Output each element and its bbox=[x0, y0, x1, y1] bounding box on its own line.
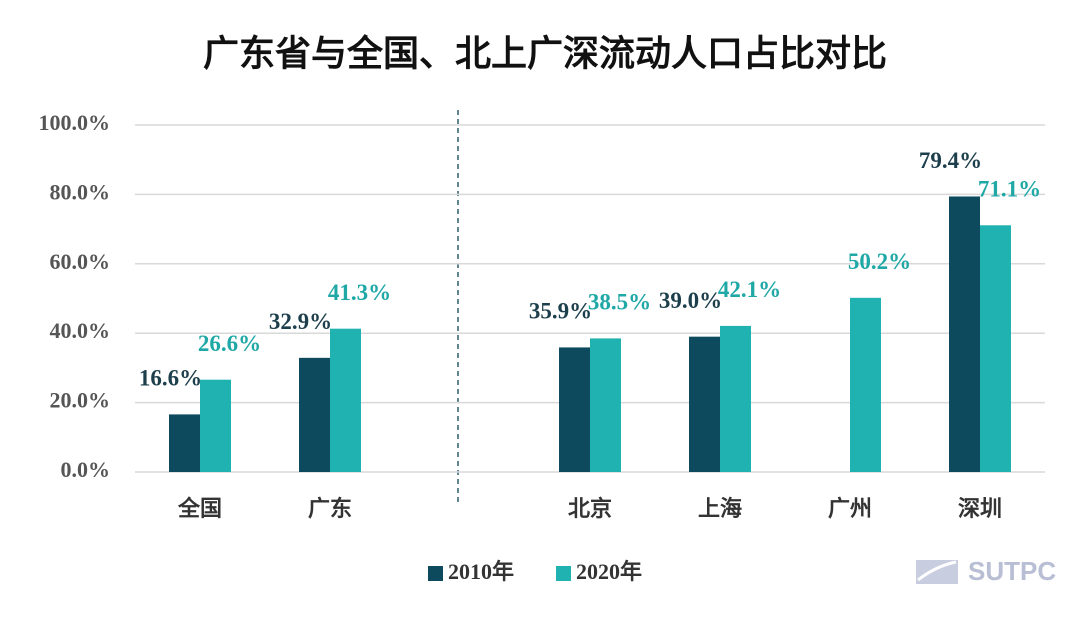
y-tick-label: 40.0% bbox=[50, 318, 111, 343]
x-tick-label: 深圳 bbox=[958, 496, 1002, 521]
y-tick-label: 60.0% bbox=[50, 249, 111, 274]
data-label: 26.6% bbox=[198, 331, 261, 356]
bar bbox=[949, 196, 980, 472]
x-tick-label: 北京 bbox=[568, 496, 612, 521]
data-label: 41.3% bbox=[328, 280, 391, 305]
watermark: SUTPC bbox=[968, 556, 1056, 586]
y-tick-label: 20.0% bbox=[50, 388, 111, 413]
data-label: 35.9% bbox=[529, 299, 592, 324]
data-label: 38.5% bbox=[588, 290, 651, 315]
y-tick-label: 100.0% bbox=[39, 110, 111, 135]
x-tick-label: 广东 bbox=[308, 496, 352, 521]
bar bbox=[299, 357, 330, 472]
x-tick-label: 上海 bbox=[698, 496, 742, 521]
legend-label: 2010年 bbox=[448, 559, 514, 584]
data-label: 42.1% bbox=[718, 277, 781, 302]
bar bbox=[850, 297, 881, 472]
bar bbox=[590, 338, 621, 472]
watermark-logo: SUTPC bbox=[916, 556, 1056, 586]
data-label: 79.4% bbox=[919, 148, 982, 173]
bar bbox=[559, 347, 590, 472]
bar bbox=[689, 336, 720, 472]
bar bbox=[330, 328, 361, 472]
legend-swatch bbox=[556, 566, 571, 581]
x-tick-label: 全国 bbox=[177, 496, 222, 521]
bar bbox=[200, 379, 231, 472]
legend-swatch bbox=[428, 566, 443, 581]
y-tick-label: 0.0% bbox=[61, 457, 111, 482]
y-tick-label: 80.0% bbox=[50, 179, 111, 204]
chart-title: 广东省与全国、北上广深流动人口占比对比 bbox=[203, 32, 887, 73]
bar bbox=[980, 225, 1011, 472]
data-label: 50.2% bbox=[848, 249, 911, 274]
data-label: 16.6% bbox=[139, 366, 202, 391]
bar bbox=[169, 414, 200, 472]
data-label: 32.9% bbox=[269, 309, 332, 334]
data-label: 39.0% bbox=[659, 288, 722, 313]
data-label: 71.1% bbox=[978, 177, 1041, 202]
x-tick-label: 广州 bbox=[828, 496, 872, 521]
bar bbox=[720, 325, 751, 472]
legend-label: 2020年 bbox=[576, 559, 642, 584]
